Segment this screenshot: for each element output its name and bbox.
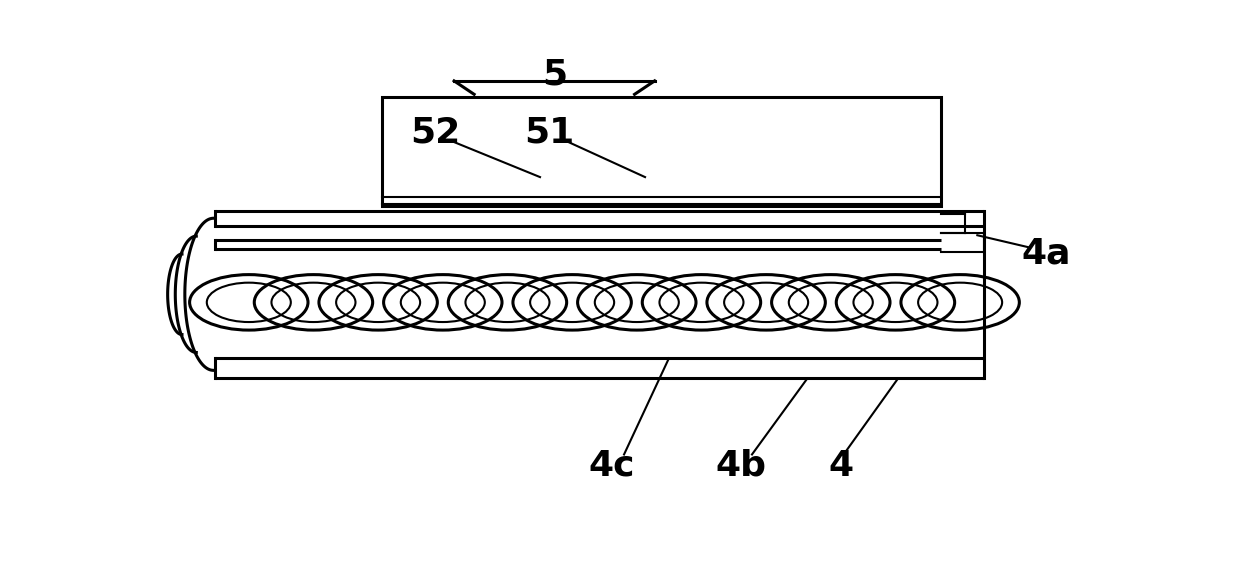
Text: 51: 51 bbox=[525, 116, 574, 149]
Text: 4c: 4c bbox=[588, 449, 635, 483]
Text: 4a: 4a bbox=[1022, 236, 1071, 270]
Text: 4: 4 bbox=[828, 449, 853, 483]
Text: 52: 52 bbox=[410, 116, 460, 149]
Text: 4b: 4b bbox=[715, 449, 766, 483]
Bar bbox=[382, 96, 941, 206]
Text: 5: 5 bbox=[542, 57, 567, 91]
